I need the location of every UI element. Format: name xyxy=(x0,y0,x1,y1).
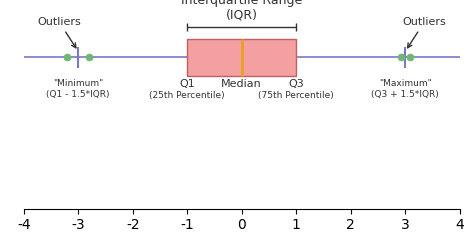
Text: Median: Median xyxy=(221,79,262,89)
Text: (25th Percentile): (25th Percentile) xyxy=(149,91,225,100)
Text: Interquartile Range
(IQR): Interquartile Range (IQR) xyxy=(181,0,302,22)
Text: Q3: Q3 xyxy=(288,79,304,89)
Text: (75th Percentile): (75th Percentile) xyxy=(258,91,334,100)
Text: "Maximum"
(Q3 + 1.5*IQR): "Maximum" (Q3 + 1.5*IQR) xyxy=(372,79,439,99)
Bar xyxy=(187,39,296,76)
Text: "Minimum"
(Q1 - 1.5*IQR): "Minimum" (Q1 - 1.5*IQR) xyxy=(46,79,110,99)
Text: Outliers: Outliers xyxy=(402,17,446,48)
Text: Outliers: Outliers xyxy=(37,17,81,48)
Text: Q1: Q1 xyxy=(179,79,195,89)
